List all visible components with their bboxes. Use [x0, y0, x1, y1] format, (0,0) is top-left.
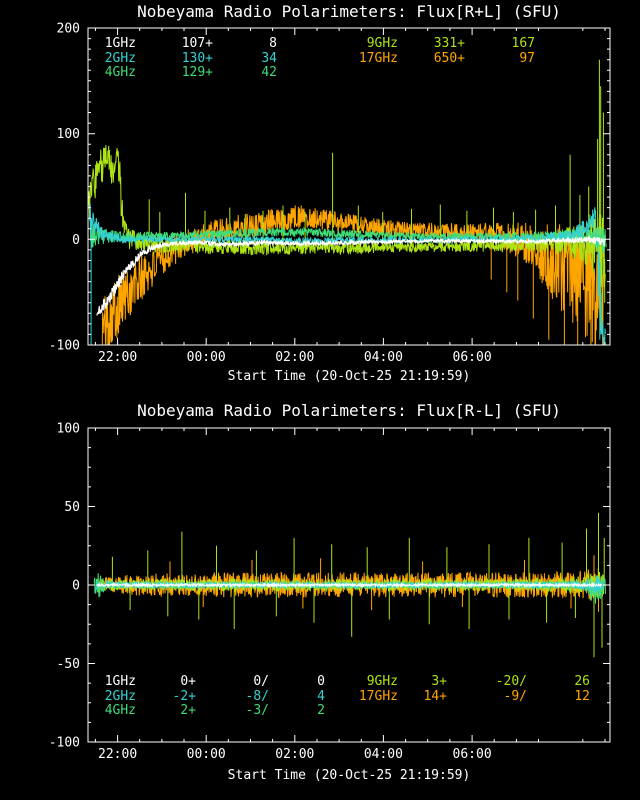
- legend-row-1ghz: 1GHz 107+ 8: [99, 36, 277, 52]
- legend-row-2ghz: 2GHz 130+ 34: [99, 50, 277, 67]
- panel1-series-1GHz: [96, 581, 603, 589]
- panel0-xtick-label: 04:00: [364, 350, 403, 365]
- panel0-series-17GHz: [101, 205, 605, 345]
- legend-label: 4GHz: [104, 65, 136, 81]
- bottom-panel-xaxis-label: Start Time (20-Oct-25 21:19:59): [227, 768, 471, 783]
- legend-value: 129+: [181, 65, 213, 81]
- legend-value: 26: [574, 674, 590, 689]
- legend-label: 4GHz: [104, 703, 136, 719]
- legend-value: 8: [269, 36, 277, 51]
- legend-value: 2+: [180, 703, 196, 719]
- legend-value: -3/: [245, 703, 269, 719]
- panel0-series-1GHz: [96, 234, 606, 316]
- top-panel-xaxis-label: Start Time (20-Oct-25 21:19:59): [227, 369, 471, 384]
- legend-value: 34: [261, 50, 277, 66]
- panel0-axis-ticks: [88, 27, 610, 346]
- legend-row-4ghz: 4GHz 2+ -3/2: [99, 704, 325, 719]
- legend-label: 9GHz: [366, 36, 398, 51]
- legend-value: 4: [317, 688, 325, 704]
- top-panel-title: Nobeyama Radio Polarimeters: Flux[R+L] (…: [137, 2, 561, 21]
- panel0-xtick-label: 06:00: [453, 350, 492, 365]
- legend-value: 42: [261, 65, 277, 81]
- top-legend-right: 9GHz 331+ 167 17GHz 650+ 97: [352, 36, 535, 67]
- panel1-axis-ticks: [88, 427, 610, 743]
- legend-value: 107+: [181, 36, 213, 51]
- legend-value: 0+: [180, 674, 196, 689]
- panel0-ytick-label: 100: [57, 127, 80, 142]
- legend-value: 14+: [423, 688, 447, 704]
- panel1-series-17GHz: [97, 555, 604, 612]
- legend-value: 0/: [253, 674, 269, 689]
- legend-row-17ghz: 17GHz 650+ 97: [352, 50, 535, 67]
- panel0-ytick-label: 200: [57, 22, 80, 37]
- legend-value: 650+: [433, 50, 465, 66]
- panel1-xtick-label: 06:00: [453, 747, 492, 762]
- panel1-traces: [93, 512, 606, 658]
- panel0-xtick-label: 00:00: [187, 350, 226, 365]
- panel1-ytick-label: 50: [64, 500, 80, 515]
- legend-value: 2: [317, 703, 325, 719]
- legend-label: 9GHz: [366, 674, 398, 689]
- panel0-xtick-label: 22:00: [98, 350, 137, 365]
- bottom-panel-title: Nobeyama Radio Polarimeters: Flux[R-L] (…: [137, 401, 561, 420]
- legend-label: 17GHz: [358, 688, 398, 704]
- legend-value: -2+: [172, 688, 196, 704]
- panel1-ytick-label: -100: [49, 736, 80, 751]
- legend-value: 12: [574, 688, 590, 704]
- panel0-series-2GHz: [89, 203, 606, 345]
- panel1-ytick-label: -50: [57, 657, 80, 672]
- legend-row-2ghz: 2GHz -2+ -8/4: [99, 688, 325, 705]
- bottom-legend-right: 9GHz 3+ -20/26 17GHz 14+ -9/12: [352, 674, 590, 705]
- panel1-xtick-label: 02:00: [275, 747, 314, 762]
- panel1-ytick-label: 100: [57, 422, 80, 437]
- panel1-ytick-label: 0: [72, 579, 80, 594]
- legend-value: 167: [511, 36, 535, 51]
- panel1-xtick-label: 00:00: [187, 747, 226, 762]
- panel0-ytick-label: -100: [49, 339, 80, 354]
- panel0-traces: [88, 59, 607, 345]
- legend-value: -9/: [503, 688, 527, 704]
- legend-row-17ghz: 17GHz 14+ -9/12: [352, 688, 590, 705]
- panel0-ytick-label: 0: [72, 233, 80, 248]
- panel1-xtick-label: 22:00: [98, 747, 137, 762]
- legend-value: -20/: [495, 674, 527, 689]
- legend-row-4ghz: 4GHz 129+ 42: [99, 66, 277, 81]
- legend-value: 331+: [433, 36, 465, 51]
- panel1-xtick-label: 04:00: [364, 747, 403, 762]
- legend-label: 1GHz: [104, 674, 136, 689]
- bottom-legend-left: 1GHz 0+ 0/0 2GHz -2+ -8/4 4GHz 2+ -3/2: [99, 674, 325, 719]
- legend-value: 97: [519, 50, 535, 66]
- top-legend-left: 1GHz 107+ 8 2GHz 130+ 34 4GHz 129+ 42: [99, 36, 277, 81]
- legend-row-9ghz: 9GHz 3+ -20/26: [352, 674, 590, 690]
- legend-row-9ghz: 9GHz 331+ 167: [352, 36, 535, 52]
- panel0-series-9GHz: [88, 59, 606, 330]
- legend-label: 2GHz: [104, 50, 136, 66]
- legend-value: 3+: [431, 674, 447, 689]
- legend-row-1ghz: 1GHz 0+ 0/0: [99, 674, 325, 690]
- legend-label: 17GHz: [358, 50, 398, 66]
- panel0-xtick-label: 02:00: [275, 350, 314, 365]
- legend-value: -8/: [245, 688, 269, 704]
- legend-label: 1GHz: [104, 36, 136, 51]
- legend-value: 130+: [181, 50, 213, 66]
- legend-value: 0: [317, 674, 325, 689]
- legend-label: 2GHz: [104, 688, 136, 704]
